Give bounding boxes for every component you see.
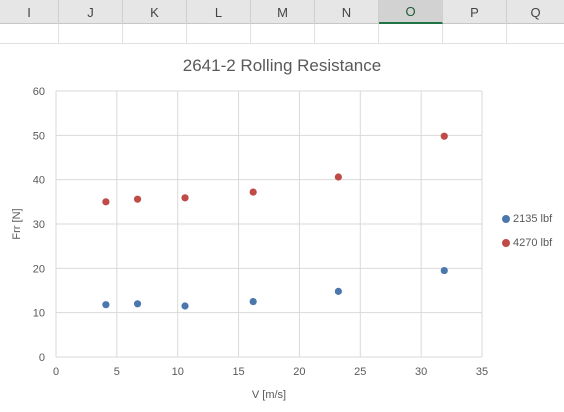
x-tick-label: 15: [232, 366, 244, 378]
cell-divider: [314, 24, 315, 44]
legend-item-series-1: 2135 lbf: [502, 212, 552, 226]
column-header-i[interactable]: I: [0, 0, 59, 24]
data-point-series-1: [249, 297, 257, 306]
cell-divider: [122, 24, 123, 44]
data-point-series-2: [181, 194, 189, 202]
y-tick-label: 50: [33, 130, 45, 142]
x-tick-label: 30: [415, 366, 427, 378]
legend-label: 2135 lbf: [513, 213, 553, 225]
data-point-series-2: [440, 132, 448, 140]
data-point-series-1: [334, 287, 342, 295]
y-tick-label: 20: [33, 263, 45, 275]
column-header-k[interactable]: K: [123, 0, 187, 24]
x-tick-label: 20: [293, 366, 305, 378]
y-tick-label: 10: [33, 308, 45, 320]
cell-divider: [250, 24, 251, 44]
cell-divider: [58, 24, 59, 44]
y-axis-title: Frr [N]: [11, 208, 23, 239]
cell-divider: [378, 24, 379, 44]
x-tick-label: 35: [476, 366, 488, 378]
data-point-series-1: [181, 302, 189, 310]
legend-label: 4270 lbf: [513, 237, 553, 249]
column-header-m[interactable]: M: [251, 0, 315, 24]
cell-divider: [186, 24, 187, 44]
column-header-bar: I J K L M N O P Q: [0, 0, 564, 24]
column-header-p[interactable]: P: [443, 0, 507, 24]
x-axis-title: V [m/s]: [252, 389, 286, 401]
x-tick-label: 5: [114, 366, 120, 378]
y-tick-label: 0: [39, 352, 45, 364]
x-tick-label: 10: [172, 366, 184, 378]
column-header-j[interactable]: J: [59, 0, 123, 24]
x-tick-label: 25: [354, 366, 366, 378]
y-tick-label: 40: [33, 175, 45, 187]
spreadsheet-row[interactable]: [0, 24, 564, 44]
x-tick-label: 0: [53, 366, 59, 378]
column-header-n[interactable]: N: [315, 0, 379, 24]
legend-item-series-2: 4270 lbf: [502, 236, 552, 250]
column-header-o[interactable]: O: [379, 0, 443, 24]
data-point-series-2: [249, 188, 257, 196]
chart-title: 2641-2 Rolling Resistance: [182, 56, 382, 75]
legend-marker-icon: [502, 239, 510, 247]
scatter-chart: 0 10 20 30 40 50 60 0 5 10 15 20 25 30 35 V [m/s] Frr [N…: [11, 86, 488, 401]
column-header-l[interactable]: L: [187, 0, 251, 24]
column-header-q[interactable]: Q: [530, 4, 541, 20]
data-point-series-1: [102, 301, 110, 309]
data-point-series-2: [334, 173, 342, 181]
legend-marker-icon: [502, 215, 510, 223]
y-tick-label: 30: [33, 219, 45, 231]
chart-area[interactable]: 2641-2 Rolling Resistance 0 10 20 30 40 50 60 0…: [0, 44, 564, 412]
data-point-series-1: [133, 300, 142, 308]
data-point-series-2: [133, 195, 142, 203]
data-point-series-1: [440, 266, 448, 275]
y-tick-label: 60: [33, 86, 45, 98]
data-point-series-2: [102, 198, 110, 206]
cell-divider: [442, 24, 443, 44]
chart-legend: 2135 lbf 4270 lbf: [502, 212, 552, 260]
cell-divider: [506, 24, 507, 44]
